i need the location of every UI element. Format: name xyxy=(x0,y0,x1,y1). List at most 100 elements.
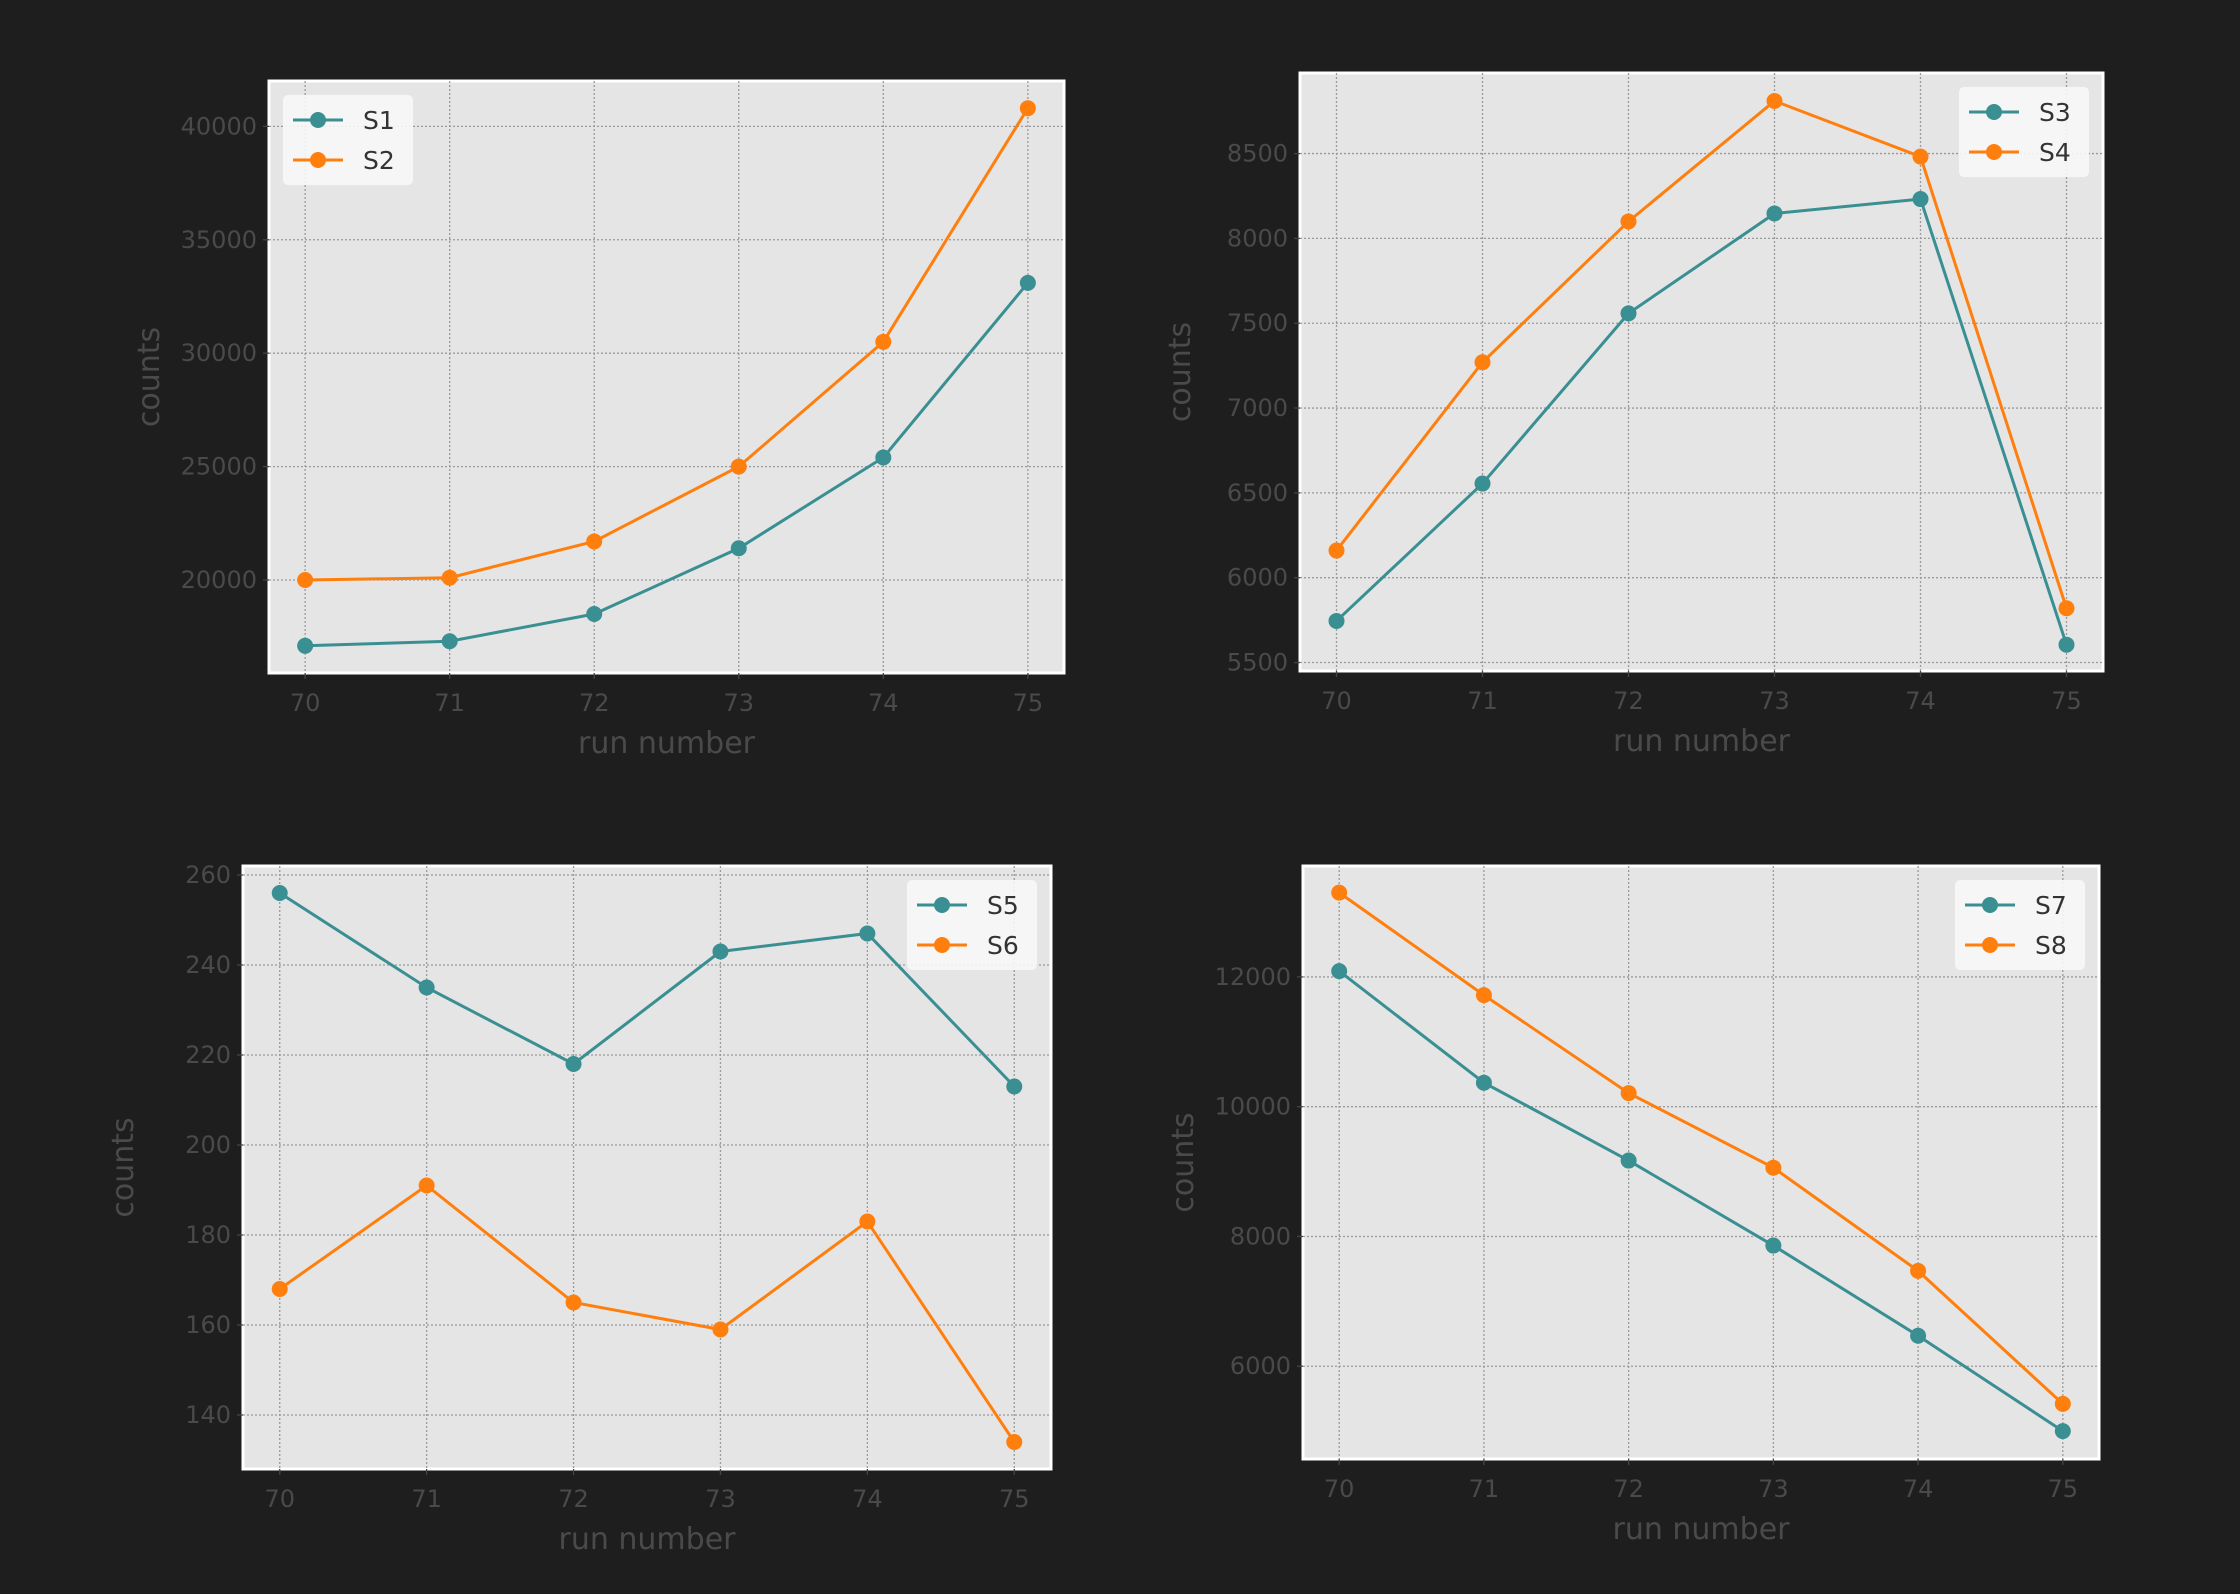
data-point xyxy=(1475,987,1492,1004)
y-tick-label: 8000 xyxy=(1230,1222,1291,1250)
y-tick-label: 6000 xyxy=(1230,1352,1291,1380)
data-point xyxy=(1620,1152,1637,1169)
y-tick-label: 240 xyxy=(185,951,231,979)
y-tick-label: 10000 xyxy=(1215,1093,1291,1121)
data-point xyxy=(271,1281,288,1297)
series-line xyxy=(278,891,1016,1088)
data-point xyxy=(586,606,603,623)
y-axis-label: counts xyxy=(106,1117,141,1217)
data-point xyxy=(859,925,876,942)
y-tick-label: 35000 xyxy=(181,226,257,254)
x-axis-label: run number xyxy=(1613,1512,1791,1547)
data-point xyxy=(418,1177,435,1194)
chart-2: 70 71 72 73 74 75 5500 6000 6500 7000 7500 8000 8500… xyxy=(1163,71,2105,759)
y-tick-label: 160 xyxy=(185,1311,231,1339)
data-point xyxy=(1331,884,1348,901)
data-point xyxy=(1766,205,1783,222)
y-tick-label: 200 xyxy=(185,1131,231,1159)
data-point xyxy=(730,540,747,557)
data-point xyxy=(1765,1159,1782,1176)
series-S3 xyxy=(1328,191,2075,653)
data-point xyxy=(1328,542,1345,559)
series-line xyxy=(1338,891,2064,1405)
series-line xyxy=(1335,197,2068,646)
data-point xyxy=(1019,100,1036,117)
data-point xyxy=(1620,213,1637,230)
y-tick-label: 30000 xyxy=(181,339,257,367)
data-point xyxy=(1910,1327,1927,1344)
data-point xyxy=(441,633,458,650)
series-S7 xyxy=(1331,963,2071,1440)
x-tick-label: 73 xyxy=(705,1485,736,1513)
x-tick-label: 75 xyxy=(2048,1475,2079,1503)
x-tick-label: 72 xyxy=(1613,687,1644,715)
data-point xyxy=(2054,1423,2071,1440)
y-tick-label: 6500 xyxy=(1227,479,1288,507)
data-point xyxy=(1006,1434,1023,1450)
legend-label: S2 xyxy=(363,146,395,175)
x-tick-label: 73 xyxy=(1759,687,1790,715)
x-tick-label: 74 xyxy=(852,1485,883,1513)
data-point xyxy=(1620,1085,1637,1102)
chart-1: 70 71 72 73 74 75 20000 25000 30000 35000 40000 run… xyxy=(132,79,1066,761)
x-tick-label: 72 xyxy=(1613,1475,1644,1503)
x-tick-label: 75 xyxy=(2051,687,2082,715)
x-tick-label: 71 xyxy=(1469,1475,1500,1503)
data-point xyxy=(1006,1078,1023,1095)
x-tick-label: 73 xyxy=(1758,1475,1789,1503)
series-S5 xyxy=(271,885,1023,1095)
data-point xyxy=(875,449,892,466)
data-point xyxy=(1474,475,1491,492)
x-axis-label: run number xyxy=(559,1522,737,1557)
series-S4 xyxy=(1328,92,2075,617)
y-axis-label: counts xyxy=(1166,1112,1201,1212)
x-axis-label: run number xyxy=(578,726,756,761)
data-point xyxy=(2058,600,2075,617)
y-tick-label: 220 xyxy=(185,1041,231,1069)
legend-label: S5 xyxy=(987,891,1019,920)
y-tick-label: 7500 xyxy=(1227,309,1288,337)
x-tick-label: 70 xyxy=(290,689,321,717)
y-tick-label: 8500 xyxy=(1227,140,1288,168)
y-tick-label: 6000 xyxy=(1227,564,1288,592)
y-tick-label: 8000 xyxy=(1227,224,1288,252)
data-point xyxy=(1765,1237,1782,1254)
y-tick-label: 140 xyxy=(185,1401,231,1429)
series-S1 xyxy=(297,274,1036,654)
chart-4: 70 71 72 73 74 75 6000 8000 10000 12000 run number… xyxy=(1166,864,2101,1547)
series-line xyxy=(1335,99,2068,609)
chart-3: 70 71 72 73 74 75 140 160 180 200 220 240 260 run num… xyxy=(106,861,1053,1557)
data-point xyxy=(859,1213,876,1230)
series-S6 xyxy=(271,1177,1023,1450)
data-point xyxy=(712,1321,729,1338)
data-point xyxy=(586,533,603,550)
data-point xyxy=(730,458,747,475)
data-point xyxy=(1912,191,1929,208)
legend-marker xyxy=(934,897,950,913)
y-tick-label: 25000 xyxy=(181,453,257,481)
x-tick-label: 74 xyxy=(1905,687,1936,715)
x-tick-label: 74 xyxy=(1903,1475,1934,1503)
data-point xyxy=(441,569,458,586)
x-tick-label: 70 xyxy=(1321,687,1352,715)
legend-marker xyxy=(1986,104,2002,120)
legend-marker xyxy=(934,937,950,953)
y-tick-label: 180 xyxy=(185,1221,231,1249)
y-tick-label: 20000 xyxy=(181,566,257,594)
data-point xyxy=(418,979,435,996)
data-point xyxy=(1912,148,1929,165)
x-tick-label: 70 xyxy=(1324,1475,1355,1503)
legend-marker xyxy=(1982,937,1998,953)
series-S2 xyxy=(297,100,1036,589)
y-axis-label: counts xyxy=(1163,322,1198,422)
y-tick-label: 5500 xyxy=(1227,649,1288,677)
legend-label: S1 xyxy=(363,106,395,135)
x-tick-label: 75 xyxy=(999,1485,1030,1513)
series-line xyxy=(305,281,1030,648)
data-point xyxy=(2058,636,2075,653)
y-tick-label: 12000 xyxy=(1215,963,1291,991)
legend-label: S3 xyxy=(2039,98,2071,127)
